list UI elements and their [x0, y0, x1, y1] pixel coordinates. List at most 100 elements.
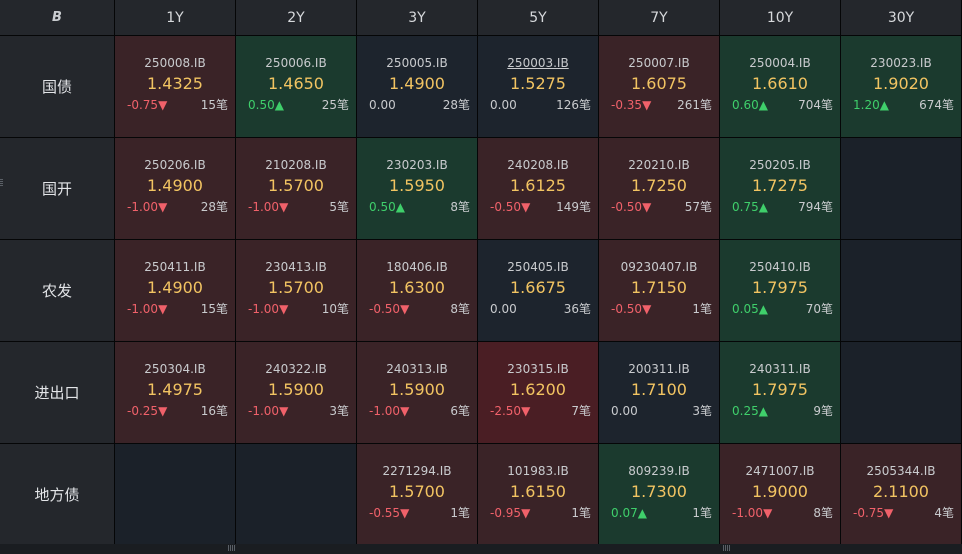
trade-count: 70笔 — [805, 302, 833, 316]
bond-cell[interactable]: 240322.IB 1.5900 -1.00▼ 3笔 — [236, 342, 356, 443]
resize-grip-right[interactable] — [723, 545, 731, 551]
trade-count: 28笔 — [200, 200, 228, 214]
bond-cell[interactable]: 250411.IB 1.4900 -1.00▼ 15笔 — [115, 240, 235, 341]
arrow-down-icon: ▼ — [642, 302, 652, 316]
cell-meta: 0.25▲ 9笔 — [720, 403, 840, 419]
change-value: -1.00▼ — [115, 301, 167, 317]
bond-cell[interactable]: 220210.IB 1.7250 -0.50▼ 57笔 — [599, 138, 719, 239]
bond-cell[interactable]: 809239.IB 1.7300 0.07▲ 1笔 — [599, 444, 719, 545]
trade-count: 7笔 — [571, 404, 591, 418]
trade-count: 15笔 — [200, 98, 228, 112]
change-text: -0.25 — [127, 404, 159, 418]
bond-cell[interactable]: 2505344.IB 2.1100 -0.75▼ 4笔 — [841, 444, 961, 545]
bond-code: 230203.IB — [386, 158, 448, 172]
cell-meta: 0.00 36笔 — [478, 301, 598, 317]
row-label: 国债 — [0, 36, 114, 137]
change-value: 0.05▲ — [720, 301, 768, 317]
bond-cell[interactable]: 250007.IB 1.6075 -0.35▼ 261笔 — [599, 36, 719, 137]
cell-meta: -2.50▼ 7笔 — [478, 403, 598, 419]
change-text: 1.20 — [853, 98, 880, 112]
yield-value: 2.1100 — [873, 482, 929, 501]
bond-cell[interactable]: 230315.IB 1.6200 -2.50▼ 7笔 — [478, 342, 598, 443]
bond-cell[interactable]: 250005.IB 1.4900 0.00 28笔 — [357, 36, 477, 137]
change-text: -1.00 — [248, 200, 280, 214]
bond-cell[interactable]: 230413.IB 1.5700 -1.00▼ 10笔 — [236, 240, 356, 341]
change-value: -1.00▼ — [115, 199, 167, 215]
yield-value: 1.4975 — [147, 380, 203, 399]
arrow-up-icon: ▲ — [637, 506, 647, 520]
bond-cell[interactable]: 101983.IB 1.6150 -0.95▼ 1笔 — [478, 444, 598, 545]
bond-cell[interactable]: 250003.IB 1.5275 0.00 126笔 — [478, 36, 598, 137]
yield-value: 1.5700 — [389, 482, 445, 501]
bond-cell[interactable]: 250304.IB 1.4975 -0.25▼ 16笔 — [115, 342, 235, 443]
bond-cell[interactable]: 250008.IB 1.4325 -0.75▼ 15笔 — [115, 36, 235, 137]
resize-grip-left[interactable] — [228, 545, 236, 551]
column-header-30y[interactable]: 30Y — [841, 0, 961, 35]
cell-meta: -1.00▼ 3笔 — [236, 403, 356, 419]
bond-cell[interactable]: 210208.IB 1.5700 -1.00▼ 5笔 — [236, 138, 356, 239]
empty-cell — [115, 444, 235, 545]
cell-meta: 0.60▲ 704笔 — [720, 97, 840, 113]
column-header-1y[interactable]: 1Y — [115, 0, 235, 35]
bond-cell[interactable]: 09230407.IB 1.7150 -0.50▼ 1笔 — [599, 240, 719, 341]
trade-count: 15笔 — [200, 302, 228, 316]
change-value: -1.00▼ — [236, 199, 288, 215]
bond-cell[interactable]: 2271294.IB 1.5700 -0.55▼ 1笔 — [357, 444, 477, 545]
yield-value: 1.6125 — [510, 176, 566, 195]
bond-cell[interactable]: 230023.IB 1.9020 1.20▲ 674笔 — [841, 36, 961, 137]
change-value: -0.50▼ — [357, 301, 409, 317]
side-resize-handle[interactable] — [0, 178, 3, 186]
column-header-7y[interactable]: 7Y — [599, 0, 719, 35]
change-text: -0.95 — [490, 506, 522, 520]
bond-code: 250205.IB — [749, 158, 811, 172]
column-header-3y[interactable]: 3Y — [357, 0, 477, 35]
change-text: -1.00 — [248, 302, 280, 316]
column-header-2y[interactable]: 2Y — [236, 0, 356, 35]
trade-count: 1笔 — [450, 506, 470, 520]
bond-cell[interactable]: 250405.IB 1.6675 0.00 36笔 — [478, 240, 598, 341]
bond-cell[interactable]: 250006.IB 1.4650 0.50▲ 25笔 — [236, 36, 356, 137]
bond-cell[interactable]: 240311.IB 1.7975 0.25▲ 9笔 — [720, 342, 840, 443]
yield-value: 1.7975 — [752, 278, 808, 297]
change-value: -2.50▼ — [478, 403, 530, 419]
bond-cell[interactable]: 180406.IB 1.6300 -0.50▼ 8笔 — [357, 240, 477, 341]
bond-cell[interactable]: 250206.IB 1.4900 -1.00▼ 28笔 — [115, 138, 235, 239]
bond-cell[interactable]: 250205.IB 1.7275 0.75▲ 794笔 — [720, 138, 840, 239]
yield-value: 1.7975 — [752, 380, 808, 399]
trade-count: 149笔 — [556, 200, 591, 214]
yield-value: 1.7100 — [631, 380, 687, 399]
yield-value: 1.5700 — [268, 176, 324, 195]
bond-cell[interactable]: 2471007.IB 1.9000 -1.00▼ 8笔 — [720, 444, 840, 545]
change-value: -0.75▼ — [115, 97, 167, 113]
yield-value: 1.5700 — [268, 278, 324, 297]
change-value: -0.75▼ — [841, 505, 893, 521]
bond-code: 2471007.IB — [745, 464, 815, 478]
change-value: -0.50▼ — [478, 199, 530, 215]
column-header-10y[interactable]: 10Y — [720, 0, 840, 35]
bond-code: 250410.IB — [749, 260, 811, 274]
trade-count: 261笔 — [677, 98, 712, 112]
empty-cell — [841, 342, 961, 443]
empty-cell — [236, 444, 356, 545]
bond-cell[interactable]: 240208.IB 1.6125 -0.50▼ 149笔 — [478, 138, 598, 239]
change-text: -1.00 — [369, 404, 401, 418]
bond-code: 220210.IB — [628, 158, 690, 172]
bond-code[interactable]: 250003.IB — [507, 56, 569, 70]
trade-count: 1笔 — [571, 506, 591, 520]
arrow-up-icon: ▲ — [758, 302, 768, 316]
change-value: -1.00▼ — [357, 403, 409, 419]
bond-cell[interactable]: 240313.IB 1.5900 -1.00▼ 6笔 — [357, 342, 477, 443]
trade-count: 794笔 — [798, 200, 833, 214]
bond-code: 200311.IB — [628, 362, 690, 376]
bond-code: 250004.IB — [749, 56, 811, 70]
yield-value: 1.6200 — [510, 380, 566, 399]
bond-code: 240313.IB — [386, 362, 448, 376]
bond-cell[interactable]: 250410.IB 1.7975 0.05▲ 70笔 — [720, 240, 840, 341]
column-header-5y[interactable]: 5Y — [478, 0, 598, 35]
bond-cell[interactable]: 250004.IB 1.6610 0.60▲ 704笔 — [720, 36, 840, 137]
cell-meta: 0.75▲ 794笔 — [720, 199, 840, 215]
change-text: 0.60 — [732, 98, 759, 112]
bond-cell[interactable]: 230203.IB 1.5950 0.50▲ 8笔 — [357, 138, 477, 239]
bond-cell[interactable]: 200311.IB 1.7100 0.00 3笔 — [599, 342, 719, 443]
bond-code: 250005.IB — [386, 56, 448, 70]
